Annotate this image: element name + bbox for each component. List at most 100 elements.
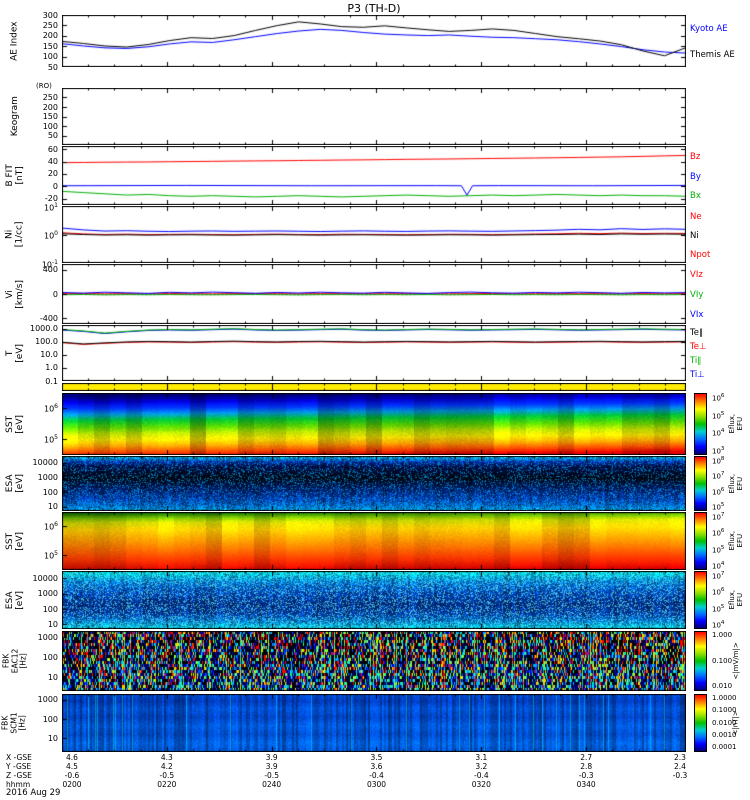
panel-fbk-eac12: FBK EAC12 [Hz] 1000 100 10 1.000 0.100 0.010 <|mV…	[1, 631, 740, 691]
ytick-label: 150	[42, 112, 58, 121]
axis-value: 3.1	[475, 753, 488, 762]
ylabel-sst-ions: SST [eV]	[4, 531, 25, 551]
ylabel-esa-ions: ESA [eV]	[4, 590, 25, 610]
colorbar-unit-esa-ions: Eflux, EFU	[728, 590, 745, 610]
legend-ni: Ni	[690, 230, 699, 241]
ytick-label: 20	[47, 169, 58, 179]
ytick-label: 10000	[32, 458, 58, 468]
plot-canvas-fbk-scm1	[62, 694, 686, 752]
colorbar-unit-wrap: Eflux, EFU	[728, 456, 746, 511]
legend-by: By	[690, 171, 701, 182]
panel-esa-ions: ESA [eV] 10000 1000 100 10 107 106 105 104 Eflux, E…	[5, 571, 744, 629]
panel-sst-ions: SST [eV] 106 105 107 106 105 104 Eflux, EFU	[5, 512, 744, 570]
ylabel-ae-index: AE Index	[9, 21, 20, 61]
ytick-label: 100.0	[35, 337, 58, 347]
colorbar-tick-label: 106	[712, 393, 725, 403]
legend-kyoto-ae: Kyoto AE	[690, 24, 728, 34]
colorbar-tick-label: 1.0000	[712, 694, 737, 702]
panel-esa-electrons: ESA [eV] 10000 1000 100 10 108 107 106 105 Eflux, E…	[5, 456, 744, 511]
panel-fbk-scm1: FBK SCM1 [Hz] 1000 100 10 1.0000 0.1000 0.0100 0.…	[1, 694, 740, 752]
ylabel-wrap-sst-ions: SST [eV]	[0, 512, 30, 570]
legend-npot: Npot	[690, 249, 711, 260]
ytick-label: 1000	[37, 632, 58, 642]
colorbar-tick-label: 0.1000	[712, 706, 737, 715]
legend-bx: Bx	[690, 191, 701, 202]
colorbar-fbk-eac12	[694, 631, 707, 691]
plot-canvas-velocity	[62, 264, 686, 324]
ytick-label: 0.1	[45, 376, 58, 386]
ylabel-sst-electrons: SST [eV]	[4, 414, 25, 434]
ylabel-wrap-fbk-eac12: FBK EAC12 [Hz]	[0, 631, 30, 691]
ytick-label: 150	[42, 41, 58, 51]
plot-canvas-sst-ions	[62, 512, 686, 570]
ylabel-wrap-esa-electrons: ESA [eV]	[0, 456, 30, 511]
colorbar-tick-label: 0.0100	[712, 718, 737, 727]
panel-velocity: Vi [km/s] 400 0 -400 VIz VIy VIx	[5, 264, 703, 324]
colorbar-unit-wrap: Eflux, EFU	[728, 571, 746, 629]
colorbar-unit-wrap: <|nT|>	[728, 694, 746, 752]
ylabel-keogram: Keogram	[9, 96, 20, 137]
ytick-label: 100	[42, 714, 58, 724]
panel-density: Ni [1/cc] 101 100 10-1 Ne Ni Npot	[5, 202, 711, 270]
legend-ti: Ti∥	[690, 356, 702, 366]
ytick-label: 101	[43, 201, 58, 213]
plot-canvas-flag-bar	[62, 383, 686, 391]
colorbar-tick-label: 0.010	[712, 682, 733, 690]
ytick-label: 100	[42, 652, 58, 662]
colorbar-tick-label: 105	[712, 603, 725, 613]
ylabel-b-fit: B FIT [nT]	[4, 164, 25, 187]
ytick-label: 1000	[37, 473, 58, 482]
colorbar-sst-ions	[694, 512, 707, 570]
axis-row-label-x-gse: X -GSE	[6, 753, 32, 762]
colorbar-unit-fbk-scm1: <|nT|>	[732, 710, 741, 736]
colorbar-tick-label: 104	[712, 620, 725, 630]
ytick-label: 1000.0	[30, 324, 58, 334]
ytick-label: 1.0	[45, 363, 58, 373]
plot-canvas-ae-index	[62, 15, 686, 67]
ytick-label: 250	[42, 93, 58, 102]
plot-canvas-fbk-eac12	[62, 631, 686, 691]
axis-row-label-z-gse: Z -GSE	[6, 771, 32, 780]
ytick-label: 106	[43, 521, 58, 532]
ytick-label: 0	[52, 289, 58, 299]
colorbar-tick-label: 103	[712, 446, 725, 456]
axis-value: 3.9	[265, 753, 278, 762]
colorbar-tick-label: 107	[712, 471, 725, 481]
panel-temperature: T [eV] 1000.0 100.0 10.0 1.0 0.1 Te∥ Te⊥ Ti∥ Ti⊥	[5, 324, 707, 385]
ylabel-density: Ni [1/cc]	[4, 221, 25, 248]
colorbar-tick-label: 105	[712, 544, 725, 554]
ytick-label: 10	[47, 502, 58, 512]
axis-value: 2.7	[580, 753, 593, 762]
ytick-label: 105	[43, 434, 58, 445]
axis-value: -0.4	[369, 771, 384, 780]
axis-value: -0.3	[672, 771, 688, 780]
ytick-label: 50	[47, 62, 58, 72]
ytick-label: 40	[47, 157, 58, 167]
legend-te: Te∥	[690, 328, 704, 338]
colorbar-sst-electrons	[694, 393, 707, 455]
legend-bz: Bz	[690, 151, 701, 162]
panel-ae-index: AE Index 300 250 200 150 100 50 Kyoto AE Themis …	[10, 11, 735, 72]
ytick-label: 10	[47, 672, 58, 682]
ylabel-wrap-ae-index: AE Index	[0, 15, 30, 67]
plot-canvas-density	[62, 206, 686, 263]
axis-value: 2.4	[674, 762, 686, 771]
colorbar-tick-label: 0.100	[712, 656, 733, 665]
ylabel-esa-electrons: ESA [eV]	[4, 474, 25, 493]
ytick-label: 10000	[32, 573, 58, 583]
axis-value: -0.3	[578, 771, 594, 780]
colorbar-tick-label: 105	[712, 502, 725, 512]
ylabel-wrap-sst-electrons: SST [eV]	[0, 393, 30, 455]
legend-viz: VIz	[690, 270, 703, 280]
plot-title: P3 (TH-D)	[347, 2, 401, 15]
colorbar-unit-sst-ions: Eflux, EFU	[728, 531, 745, 551]
ylabel-temperature: T [eV]	[4, 343, 25, 363]
ylabel-fbk-scm1: FBK SCM1 [Hz]	[1, 712, 28, 734]
ylabel-wrap-esa-ions: ESA [eV]	[0, 571, 30, 629]
axis-value: 4.2	[160, 762, 173, 771]
plot-canvas-b-fit	[62, 146, 686, 205]
legend-ti: Ti⊥	[690, 370, 705, 380]
axis-value: 0220	[157, 780, 177, 789]
